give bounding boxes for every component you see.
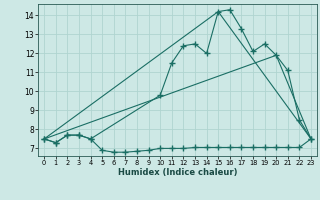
X-axis label: Humidex (Indice chaleur): Humidex (Indice chaleur) xyxy=(118,168,237,177)
